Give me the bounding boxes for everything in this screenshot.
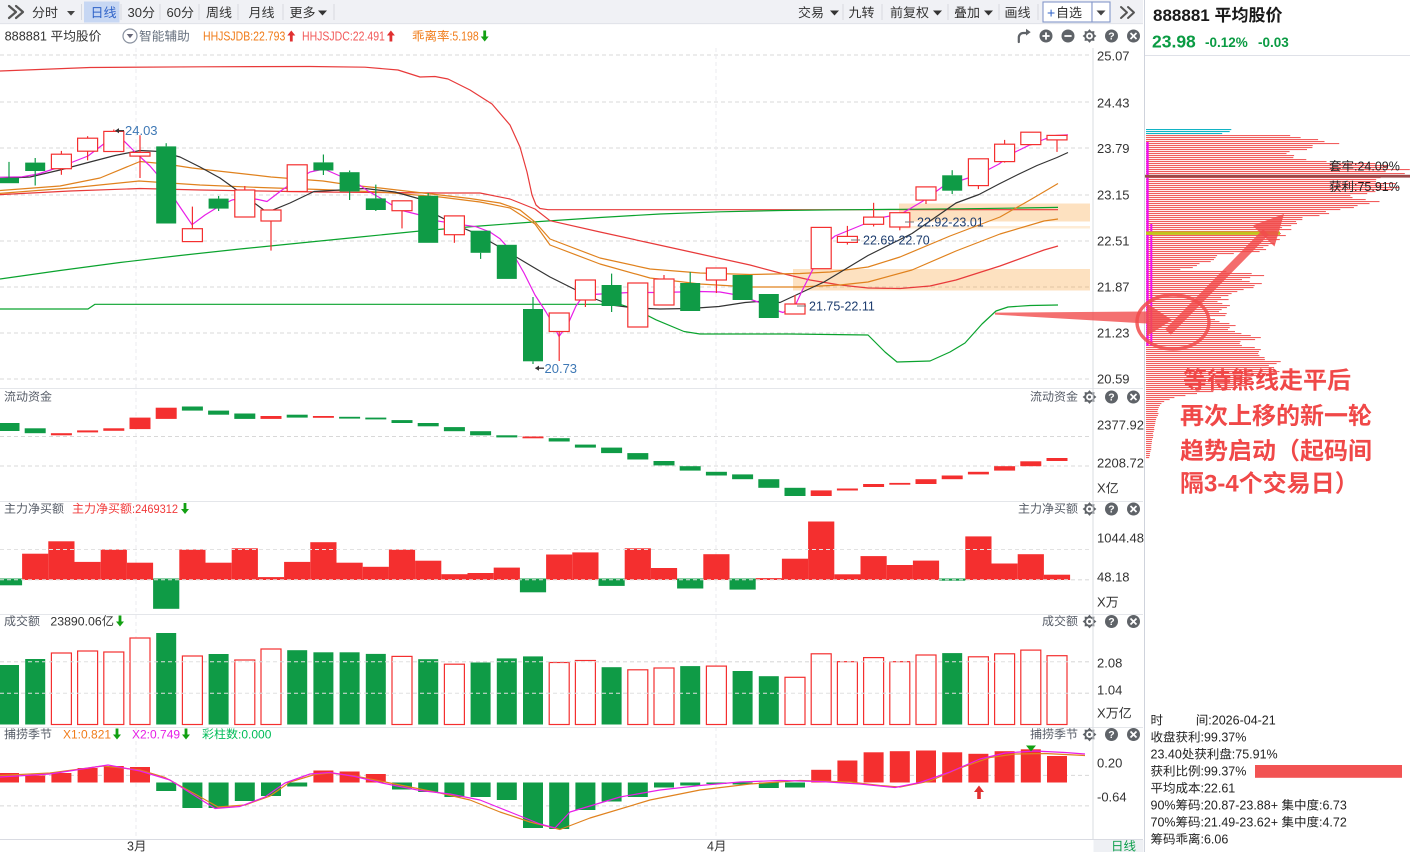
svg-text::6.73: :6.73 xyxy=(1319,799,1347,813)
svg-text:60: 60 xyxy=(167,5,181,20)
svg-text:23890.06: 23890.06 xyxy=(50,614,101,628)
svg-text:3-4: 3-4 xyxy=(1204,471,1239,498)
svg-text::20.87-23.88+: :20.87-23.88+ xyxy=(1201,799,1279,813)
svg-text:22.92-23.01: 22.92-23.01 xyxy=(917,216,984,230)
svg-text:HHJSJDB:22.793: HHJSJDB:22.793 xyxy=(203,30,285,44)
svg-text:23.79: 23.79 xyxy=(1097,141,1130,156)
svg-text:21.87: 21.87 xyxy=(1097,280,1130,295)
svg-text::75.91%: :75.91% xyxy=(1232,748,1278,762)
svg-text:2208.72: 2208.72 xyxy=(1097,456,1144,471)
svg-text::4.72: :4.72 xyxy=(1319,816,1347,830)
svg-text:20.73: 20.73 xyxy=(545,361,578,376)
svg-text::21.49-23.62+: :21.49-23.62+ xyxy=(1201,816,1279,830)
svg-text:+: + xyxy=(1047,5,1055,21)
svg-text:21.23: 21.23 xyxy=(1097,326,1130,341)
svg-text:23.98: 23.98 xyxy=(1152,31,1196,51)
svg-text::2026-04-21: :2026-04-21 xyxy=(1208,714,1275,728)
svg-text:48.18: 48.18 xyxy=(1097,570,1130,585)
svg-text::5.198: :5.198 xyxy=(450,30,479,44)
svg-text:?: ? xyxy=(1108,616,1114,628)
svg-text:1044.48: 1044.48 xyxy=(1097,531,1144,546)
svg-text:888881: 888881 xyxy=(1153,6,1210,25)
svg-text:?: ? xyxy=(1108,729,1114,741)
svg-text:X: X xyxy=(1097,706,1106,721)
svg-text:21.75-22.11: 21.75-22.11 xyxy=(809,300,875,314)
svg-text::75.91%: :75.91% xyxy=(1354,180,1400,194)
svg-text::99.37%: :99.37% xyxy=(1201,731,1247,745)
svg-text:70%: 70% xyxy=(1151,816,1176,830)
svg-text:20.59: 20.59 xyxy=(1097,372,1130,387)
svg-text:30: 30 xyxy=(128,5,142,20)
svg-text:0.20: 0.20 xyxy=(1097,756,1122,771)
svg-text::22.61: :22.61 xyxy=(1201,782,1236,796)
svg-text:90%: 90% xyxy=(1151,799,1176,813)
svg-text:X2:0.749: X2:0.749 xyxy=(132,727,180,741)
svg-text::0.000: :0.000 xyxy=(238,727,272,741)
svg-text::6.06: :6.06 xyxy=(1201,833,1229,847)
svg-text:24.43: 24.43 xyxy=(1097,96,1130,111)
svg-text:2.08: 2.08 xyxy=(1097,656,1122,671)
svg-text:1.04: 1.04 xyxy=(1097,683,1122,698)
svg-text:23.40: 23.40 xyxy=(1151,748,1182,762)
svg-text:25.07: 25.07 xyxy=(1097,49,1130,64)
svg-text:-0.64: -0.64 xyxy=(1097,790,1127,805)
svg-text:3: 3 xyxy=(127,840,134,852)
svg-text:?: ? xyxy=(1108,31,1114,43)
svg-text:4: 4 xyxy=(707,840,714,852)
svg-text:888881: 888881 xyxy=(5,30,47,44)
svg-text:?: ? xyxy=(1108,504,1114,516)
svg-text:22.51: 22.51 xyxy=(1097,234,1130,249)
svg-text:?: ? xyxy=(1108,392,1114,404)
svg-text:HHJSJDC:22.491: HHJSJDC:22.491 xyxy=(302,30,385,44)
svg-text:X: X xyxy=(1097,595,1106,610)
svg-text:23.15: 23.15 xyxy=(1097,188,1130,203)
svg-text:X: X xyxy=(1097,481,1106,496)
svg-text::2469312: :2469312 xyxy=(132,502,178,516)
svg-text::24.09%: :24.09% xyxy=(1354,160,1400,174)
svg-text:24.03: 24.03 xyxy=(125,123,158,138)
svg-text::99.37%: :99.37% xyxy=(1201,765,1247,779)
svg-text:-0.12%: -0.12% xyxy=(1205,35,1248,50)
svg-text:22.69-22.70: 22.69-22.70 xyxy=(863,234,930,248)
svg-text:X1:0.821: X1:0.821 xyxy=(63,727,111,741)
svg-text:2377.92: 2377.92 xyxy=(1097,418,1144,433)
svg-text:-0.03: -0.03 xyxy=(1258,35,1289,50)
